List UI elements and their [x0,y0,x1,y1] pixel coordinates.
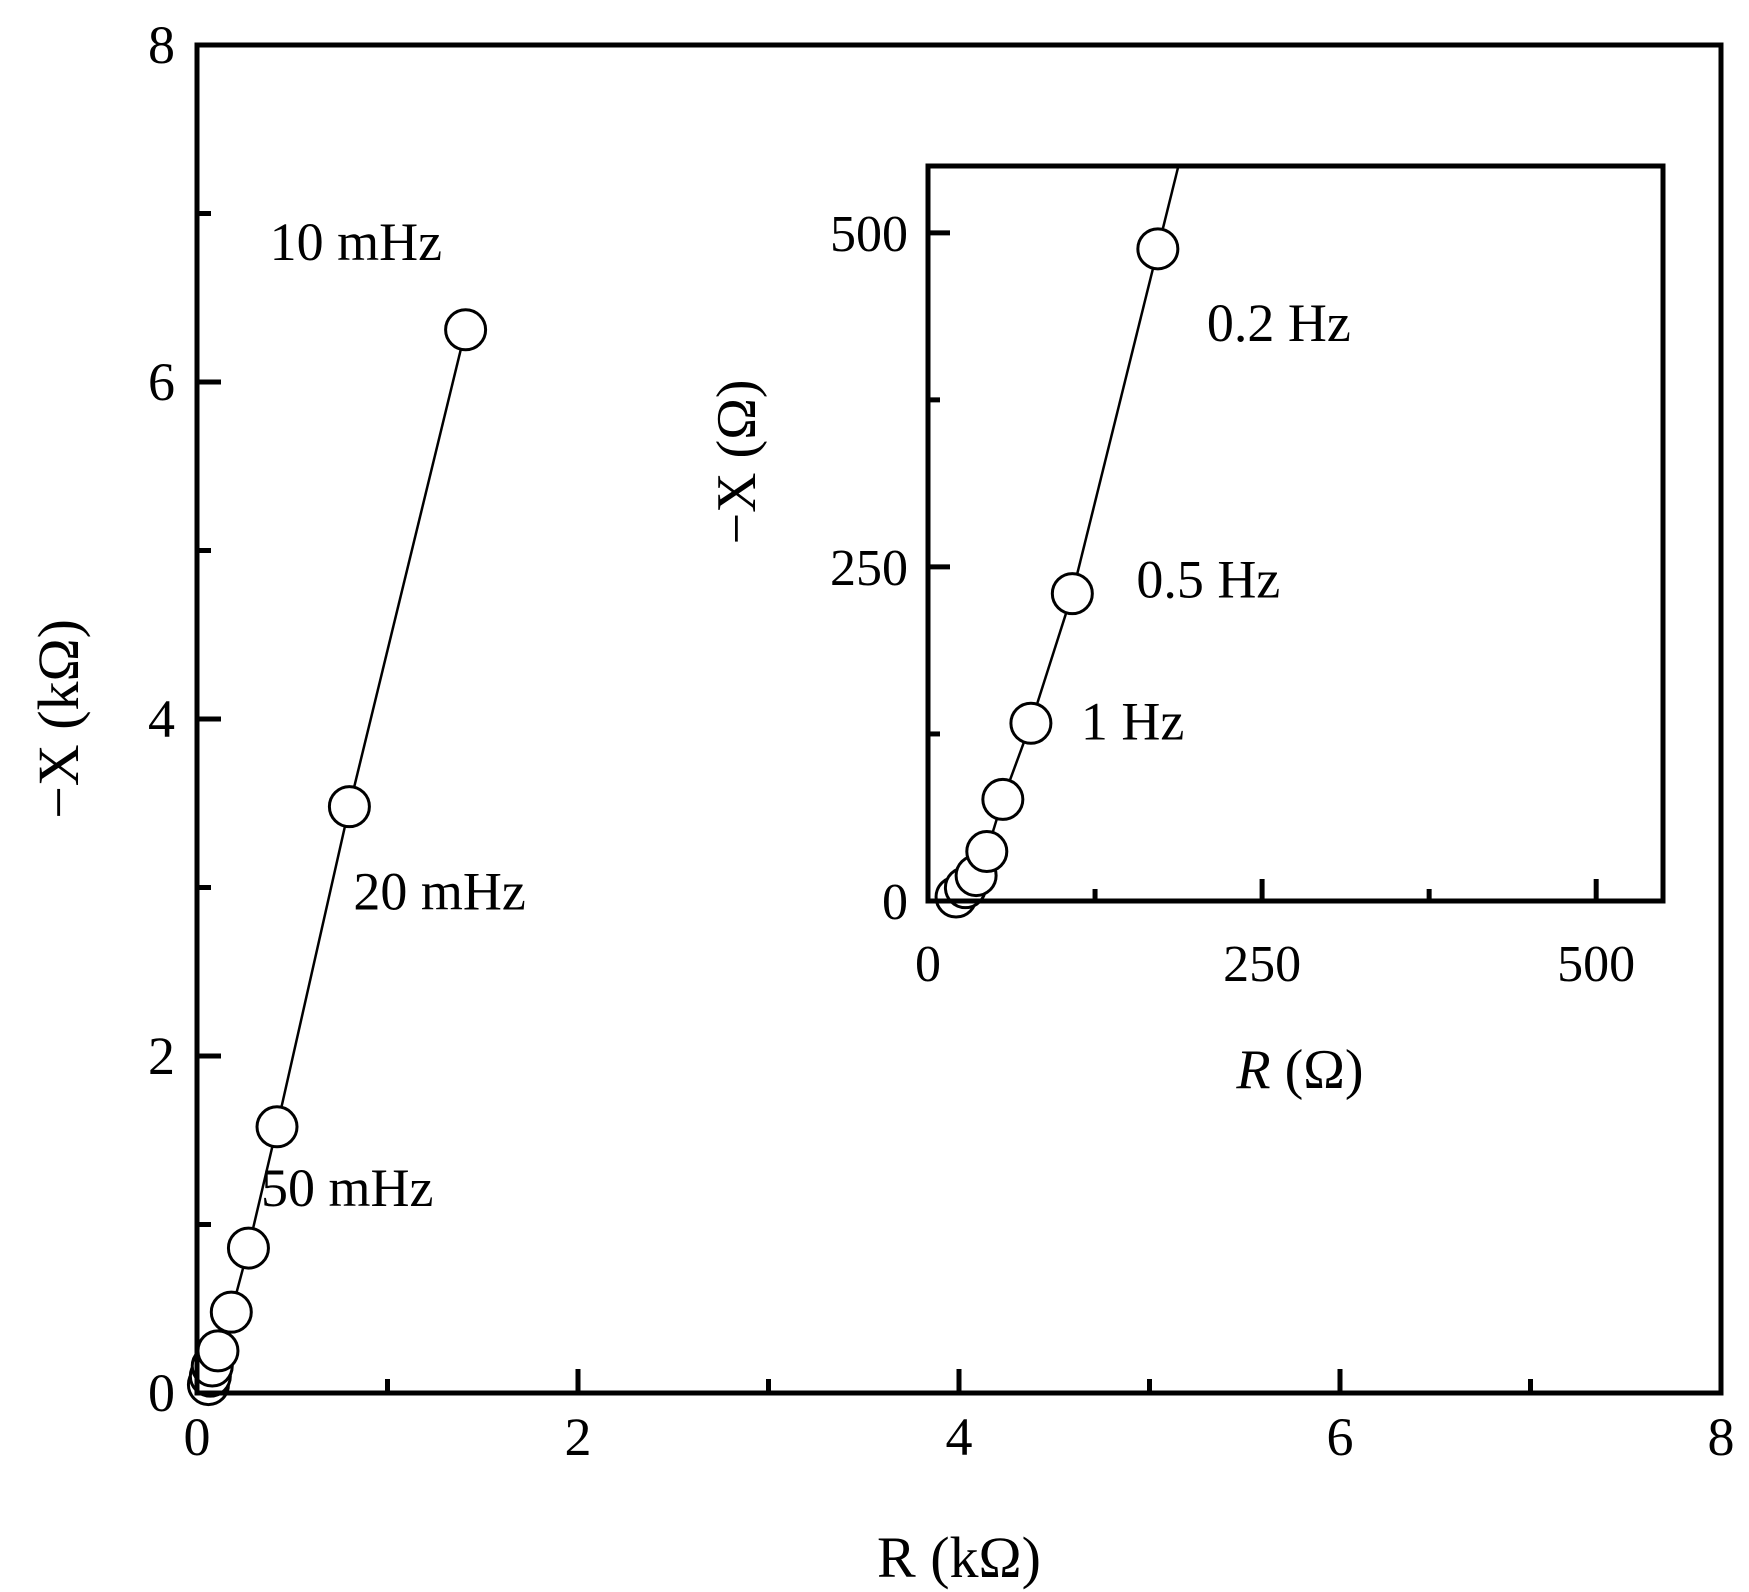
inset-y-tick-label: 250 [830,540,908,597]
main-frequency-label: 20 mHz [353,862,525,922]
main-frequency-label: 50 mHz [261,1158,433,1218]
inset-plot-frame [925,163,1666,904]
inset-chart: 0 250 500 0 250 500 0.2 Hz 0.5 Hz 1 Hz R (Ω) −X… [706,163,1666,1101]
main-y-tick-label: 4 [148,689,175,749]
main-series-segment [280,825,347,1108]
inset-y-tick-label: 0 [882,874,908,931]
inset-series-segment [1075,267,1155,575]
inset-series-segment [991,818,999,833]
inset-y-tick-label: 500 [830,206,908,263]
main-x-tick-label: 0 [184,1407,211,1467]
main-x-axis-title: R (kΩ) [877,1525,1041,1590]
main-y-tick-label: 6 [148,352,175,412]
inset-series-segment [1008,741,1026,782]
main-series-segment [235,1267,245,1294]
inset-x-axis-title-italic: R [1235,1039,1270,1101]
main-x-tick-label: 6 [1327,1407,1354,1467]
inset-series-extension [1161,165,1180,230]
main-data-point [444,308,488,352]
main-x-tick-label: 8 [1708,1407,1735,1467]
inset-frequency-label: 1 Hz [1081,691,1184,751]
main-x-tick-label: 4 [946,1407,973,1467]
main-y-tick-label: 0 [148,1363,175,1423]
main-data-point [226,1226,270,1270]
inset-frequency-label: 0.2 Hz [1207,293,1351,353]
main-data-point [327,785,371,829]
inset-x-tick-label: 250 [1223,936,1301,993]
inset-data-point [1136,227,1180,271]
inset-x-tick-label: 500 [1557,936,1635,993]
main-data-point [255,1105,299,1149]
main-x-tick-label: 2 [565,1407,592,1467]
main-series-segment [251,1145,274,1229]
inset-background [928,166,1663,901]
inset-data-point [1050,572,1094,616]
inset-y-axis-title: −X (Ω) [706,380,768,545]
inset-x-tick-label: 0 [915,936,941,993]
inset-frequency-label: 0.5 Hz [1136,550,1280,610]
main-data-point [196,1329,240,1373]
inset-data-point [1009,701,1053,745]
main-series-segment [352,348,463,788]
inset-x-axis-title: R (Ω) [1235,1039,1363,1101]
main-y-tick-label: 2 [148,1026,175,1086]
main-y-axis-title: −X (kΩ) [26,619,91,819]
inset-series-segment [1035,612,1068,705]
inset-x-axis-title-rest: (Ω) [1271,1039,1364,1101]
main-frequency-label: 10 mHz [270,212,442,272]
main-data-point [209,1290,253,1334]
main-y-tick-label: 8 [148,15,175,75]
inset-data-point [965,830,1009,874]
inset-data-point [981,777,1025,821]
main-chart: 0 2 4 6 8 0 2 4 6 8 10 mHz 20 mHz 50 mHz R (kΩ) −X … [26,15,1735,1590]
